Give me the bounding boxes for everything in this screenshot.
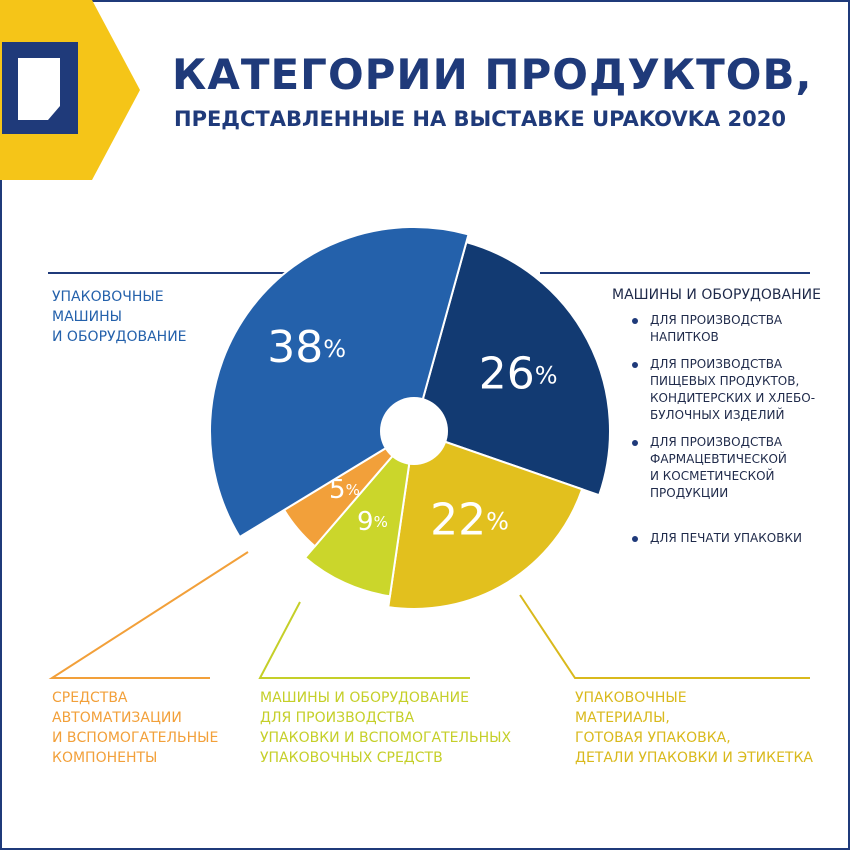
slice-value-label: 38%: [267, 322, 346, 373]
category-label-packaging-production-machines: МАШИНЫ И ОБОРУДОВАНИЕ ДЛЯ ПРОИЗВОДСТВА У…: [260, 690, 512, 766]
page-subtitle: ПРЕДСТАВЛЕННЫЕ НА ВЫСТАВКЕ UPAKOVKA 2020: [174, 107, 787, 131]
category-label-packaging-materials: УПАКОВОЧНЫЕ МАТЕРИАЛЫ, ГОТОВАЯ УПАКОВКА,…: [575, 690, 813, 766]
breakdown-item: ДЛЯ ПРОИЗВОДСТВА НАПИТКОВ: [632, 312, 815, 346]
breakdown-item: ДЛЯ ПРОИЗВОДСТВА ФАРМАЦЕВТИЧЕСКОЙ И КОСМ…: [632, 434, 815, 502]
category-label-machinery: МАШИНЫ И ОБОРУДОВАНИЕ: [612, 287, 821, 303]
category-label-automation: СРЕДСТВА АВТОМАТИЗАЦИИ И ВСПОМОГАТЕЛЬНЫЕ…: [52, 690, 219, 766]
slice-value-label: 5%: [329, 474, 360, 504]
category-label-packaging-machines: УПАКОВОЧНЫЕ МАШИНЫ И ОБОРУДОВАНИЕ: [52, 289, 187, 345]
slice-value-label: 26%: [479, 348, 558, 399]
donut-hole: [380, 397, 448, 465]
slice-value-label: 22%: [430, 494, 509, 545]
pie-slice: [387, 429, 584, 610]
machinery-breakdown-list: ДЛЯ ПРОИЗВОДСТВА НАПИТКОВ ДЛЯ ПРОИЗВОДСТ…: [632, 312, 815, 547]
page-title: КАТЕГОРИИ ПРОДУКТОВ,: [172, 50, 813, 99]
breakdown-item: ДЛЯ ПЕЧАТИ УПАКОВКИ: [632, 530, 815, 547]
pie-slice: [209, 226, 470, 539]
pie-slice: [303, 427, 416, 598]
slice-value-label: 9%: [357, 507, 388, 537]
pie-slice: [412, 240, 611, 497]
leader-line: [48, 551, 249, 679]
leader-line: [519, 594, 810, 679]
leader-line: [258, 601, 470, 679]
breakdown-item: ДЛЯ ПРОИЗВОДСТВА ПИЩЕВЫХ ПРОДУКТОВ, КОНД…: [632, 356, 815, 424]
brand-logo: [0, 0, 140, 180]
